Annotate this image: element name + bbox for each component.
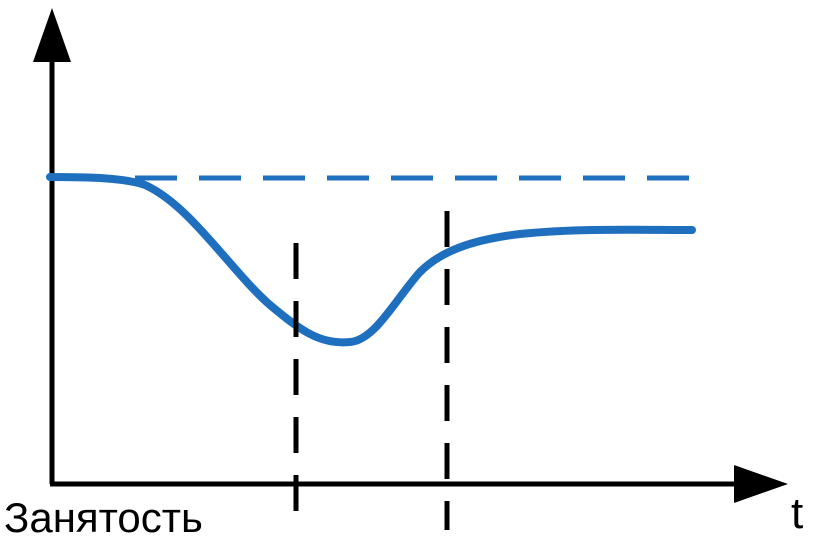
x-axis-arrowhead [734,465,788,503]
y-axis-arrowhead [33,8,71,62]
x-axis-label: t [791,489,804,538]
employment-curve [46,173,696,347]
y-axis-label: Занятость [4,494,203,541]
